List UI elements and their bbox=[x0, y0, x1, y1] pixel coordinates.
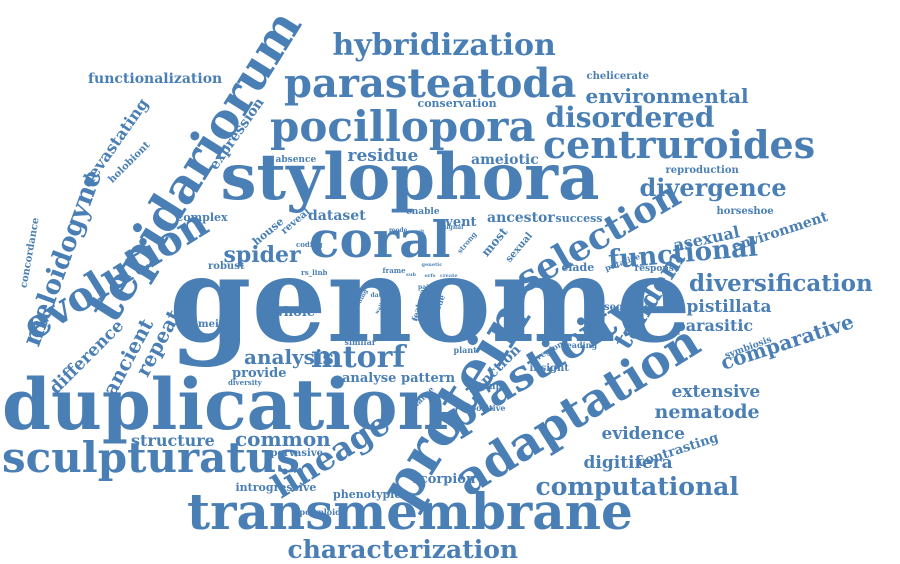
word: data bbox=[370, 292, 386, 299]
word: ameiotic bbox=[471, 152, 539, 168]
word: disordered bbox=[545, 101, 715, 134]
word: concordance bbox=[18, 216, 42, 289]
word: computational bbox=[535, 471, 739, 501]
word: coral bbox=[309, 210, 451, 269]
word: genome bbox=[169, 230, 692, 369]
word: positive bbox=[470, 403, 506, 413]
word: success bbox=[555, 211, 603, 225]
word: diversity bbox=[228, 377, 262, 387]
word: common bbox=[235, 427, 331, 451]
word: hybridization bbox=[332, 28, 556, 63]
word: parasteatoda bbox=[284, 60, 577, 107]
word: centruroides bbox=[543, 122, 816, 167]
word: diversification bbox=[689, 269, 873, 297]
word: pistillata bbox=[686, 296, 772, 317]
word: polyploid bbox=[299, 507, 341, 517]
word: genetic bbox=[421, 261, 443, 268]
word: extensive bbox=[671, 381, 761, 402]
word: spider bbox=[223, 242, 301, 268]
word: analyse bbox=[342, 370, 397, 386]
word: event bbox=[437, 214, 477, 230]
word: sequence bbox=[604, 302, 657, 313]
word: horseshoe bbox=[716, 206, 774, 217]
word: signal bbox=[443, 224, 464, 231]
word: evidence bbox=[601, 423, 685, 444]
word: absence bbox=[275, 154, 317, 165]
word: dataset bbox=[308, 208, 366, 224]
word: orfs bbox=[424, 272, 436, 279]
word: whole bbox=[272, 304, 316, 320]
word: ancestor bbox=[487, 210, 555, 226]
word: characterization bbox=[287, 535, 519, 564]
word: pervasive bbox=[270, 448, 324, 459]
word: parasitic bbox=[674, 316, 754, 335]
word: digitifera bbox=[583, 452, 673, 473]
word: clade bbox=[561, 260, 595, 274]
word: divergence bbox=[639, 173, 787, 202]
word: residue bbox=[347, 145, 419, 166]
word: conservation bbox=[417, 96, 497, 110]
word: coding bbox=[296, 239, 323, 249]
word: sculpturatus bbox=[2, 433, 300, 482]
word: provide bbox=[232, 365, 287, 381]
word: mtorf bbox=[311, 340, 406, 375]
word: duplication bbox=[2, 363, 449, 446]
word: analysis bbox=[244, 345, 334, 369]
word: study bbox=[414, 316, 433, 323]
word: create bbox=[440, 272, 458, 279]
word: mode bbox=[389, 227, 408, 234]
word: environmental bbox=[585, 84, 749, 108]
word: insight bbox=[529, 363, 569, 374]
word: result bbox=[408, 228, 425, 235]
word: response bbox=[634, 263, 680, 274]
word: phenotypic bbox=[333, 487, 402, 501]
word: plant bbox=[453, 345, 477, 355]
word: introgressive bbox=[235, 480, 317, 494]
word: meiosis bbox=[198, 319, 241, 330]
word: pocillopora bbox=[270, 102, 536, 151]
word: transmembrane bbox=[187, 482, 633, 541]
word: functionalization bbox=[88, 71, 223, 87]
word: pattern bbox=[401, 370, 456, 386]
word: robust bbox=[208, 261, 245, 272]
word: reproduction bbox=[665, 165, 739, 176]
word: group bbox=[472, 381, 502, 392]
word: scorpion bbox=[412, 471, 476, 487]
word: nematode bbox=[654, 400, 760, 423]
word: complex bbox=[176, 210, 228, 224]
word: chelicerate bbox=[586, 71, 650, 82]
word: sub bbox=[406, 271, 416, 278]
word: pair bbox=[418, 284, 432, 291]
word: structure bbox=[131, 431, 215, 450]
word: stylophora bbox=[220, 140, 600, 215]
word: similar bbox=[344, 337, 376, 347]
word: enable bbox=[406, 206, 440, 217]
word: rs_linb bbox=[301, 267, 328, 277]
word: reading bbox=[562, 340, 598, 350]
word: frame bbox=[382, 265, 406, 275]
